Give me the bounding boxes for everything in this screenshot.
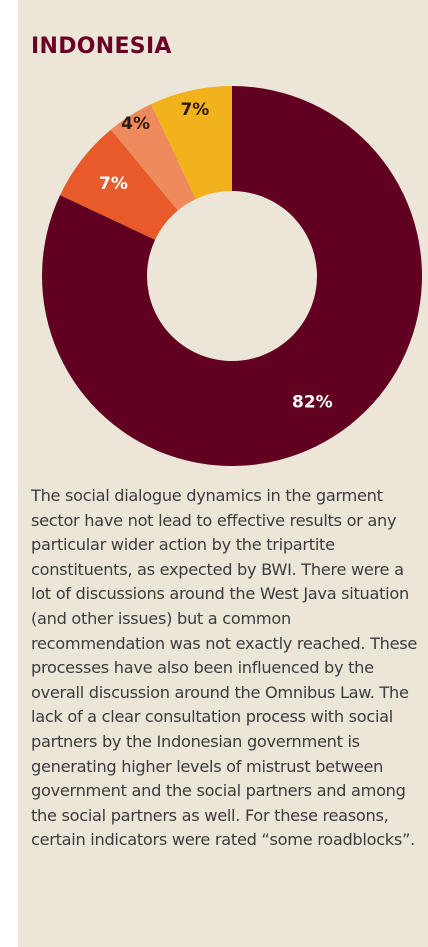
donut-chart: 82% 7% 4% 7%	[42, 86, 422, 466]
chart-panel: INDONESIA 82% 7% 4% 7% The social dialogue …	[18, 0, 428, 947]
slice-label-1: 7%	[99, 174, 128, 194]
body-paragraph: The social dialogue dynamics in the garm…	[31, 486, 418, 850]
slice-label-3: 7%	[180, 100, 209, 120]
donut-slice-2	[110, 104, 196, 211]
donut-slice-1	[60, 129, 178, 240]
slice-label-0: 82%	[292, 393, 333, 413]
donut-slice-3	[151, 86, 232, 200]
chart-title: INDONESIA	[31, 34, 172, 59]
donut-slice-0	[42, 86, 422, 466]
slice-label-2: 4%	[121, 114, 150, 134]
